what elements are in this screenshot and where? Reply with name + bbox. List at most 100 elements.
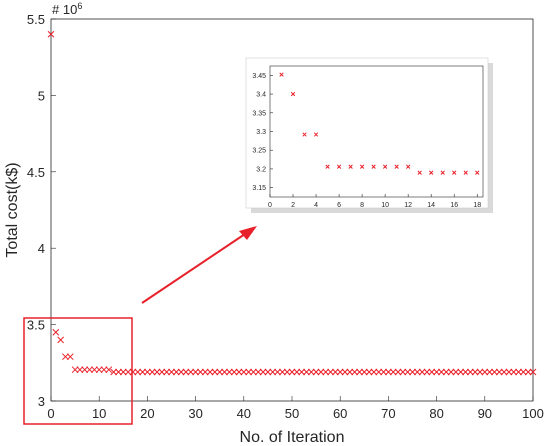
main-data-point <box>225 368 233 376</box>
main-x-tick-label: 100 <box>522 406 544 421</box>
main-data-point <box>148 368 156 376</box>
main-x-tick-label: 10 <box>92 406 106 421</box>
inset-x-tick-label: 10 <box>381 202 389 209</box>
inset-x-tick-label: 2 <box>291 202 295 209</box>
main-data-point <box>279 368 286 376</box>
main-data-point <box>245 368 252 376</box>
main-y-tick-label: 5 <box>38 88 45 103</box>
main-y-tick-label: 5.5 <box>27 12 45 27</box>
main-data-point <box>168 368 175 376</box>
main-data-point <box>274 368 281 376</box>
main-data-point <box>254 368 262 376</box>
main-data-point <box>486 368 493 376</box>
main-data-point <box>221 368 228 376</box>
main-data-point <box>250 368 257 376</box>
main-data-point <box>365 368 373 376</box>
main-data-point <box>172 368 180 376</box>
main-data-point <box>447 368 455 376</box>
inset-data-point <box>475 170 480 175</box>
y-multiplier-base: # 10 <box>52 2 77 17</box>
main-data-point <box>177 368 185 376</box>
main-data-point <box>389 368 397 376</box>
inset-y-tick-label: 3.4 <box>256 92 266 99</box>
inset-plot-frame <box>269 65 484 198</box>
main-x-tick-label: 30 <box>188 406 202 421</box>
y-axis-title: Total cost(k$) <box>4 162 21 257</box>
main-data-point <box>466 368 474 376</box>
main-data-point <box>91 366 98 374</box>
inset-data-point <box>440 170 445 175</box>
inset-data-point <box>359 164 365 169</box>
inset-data-point <box>463 170 468 175</box>
main-data-point <box>95 366 103 374</box>
main-series <box>47 30 537 376</box>
main-data-point <box>370 368 378 376</box>
main-x-tick-label: 40 <box>237 406 251 421</box>
inset-y-tick-label: 3.35 <box>252 110 266 117</box>
inset-data-point <box>417 170 422 175</box>
inset-series <box>279 72 480 175</box>
main-data-point <box>115 368 122 376</box>
main-data-point <box>119 368 127 376</box>
main-data-point <box>134 368 142 376</box>
inset-data-point <box>406 164 411 169</box>
main-data-point <box>139 368 146 376</box>
main-data-point <box>62 353 69 361</box>
main-data-point <box>332 368 339 376</box>
main-data-point <box>428 368 436 376</box>
inset-x-tick-label: 0 <box>268 202 272 209</box>
main-data-point <box>404 368 412 376</box>
main-data-point <box>182 368 190 376</box>
main-data-point <box>206 368 214 376</box>
main-data-point <box>105 366 113 374</box>
main-data-point <box>52 328 60 336</box>
main-data-point <box>158 368 166 376</box>
main-data-point <box>394 368 402 376</box>
main-data-point <box>153 368 161 376</box>
inset-x-tick-label: 6 <box>337 202 341 209</box>
main-data-point <box>230 368 238 376</box>
main-data-point <box>375 368 383 376</box>
inset-y-tick-label: 3.2 <box>256 166 266 173</box>
inset-data-point <box>382 164 388 169</box>
inset-data-point <box>429 170 434 175</box>
main-data-point <box>409 368 416 376</box>
main-data-point <box>495 368 503 376</box>
main-data-point <box>491 368 498 376</box>
zoom-arrow-head <box>239 226 257 240</box>
main-data-point <box>240 368 248 376</box>
main-data-point <box>303 368 310 376</box>
main-data-point <box>163 368 171 376</box>
inset-y-tick-label: 3.3 <box>256 129 266 136</box>
inset-data-point <box>290 91 296 97</box>
main-data-point <box>520 368 527 376</box>
inset-x-tick-label: 4 <box>314 202 318 209</box>
main-data-point <box>129 368 137 376</box>
main-data-point <box>418 368 426 376</box>
main-data-point <box>100 366 108 374</box>
main-data-point <box>452 368 460 376</box>
main-data-point <box>235 368 243 376</box>
inset-x-tick-label: 18 <box>473 202 481 209</box>
main-data-point <box>110 368 118 376</box>
main-x-tick-label: 90 <box>478 406 492 421</box>
main-data-point <box>322 368 330 376</box>
main-data-point <box>283 368 291 376</box>
main-y-tick-label: 3.5 <box>27 318 45 333</box>
main-data-point <box>124 368 132 376</box>
main-data-point <box>86 366 93 374</box>
main-data-point <box>312 368 320 376</box>
main-data-point <box>327 368 334 376</box>
main-data-point <box>481 368 489 376</box>
main-data-point <box>81 366 89 374</box>
main-data-point <box>269 368 277 376</box>
main-data-point <box>216 368 224 376</box>
main-x-tick-label: 60 <box>333 406 347 421</box>
main-data-point <box>298 368 305 376</box>
main-data-point <box>471 368 479 376</box>
inset-data-point <box>313 132 319 137</box>
inset-data-point <box>394 164 399 169</box>
inset-x-ticks: 0 2 4 6 8 10 12 14 16 18 <box>268 194 481 209</box>
zoom-arrow-line <box>141 231 249 304</box>
main-data-point <box>356 368 363 376</box>
